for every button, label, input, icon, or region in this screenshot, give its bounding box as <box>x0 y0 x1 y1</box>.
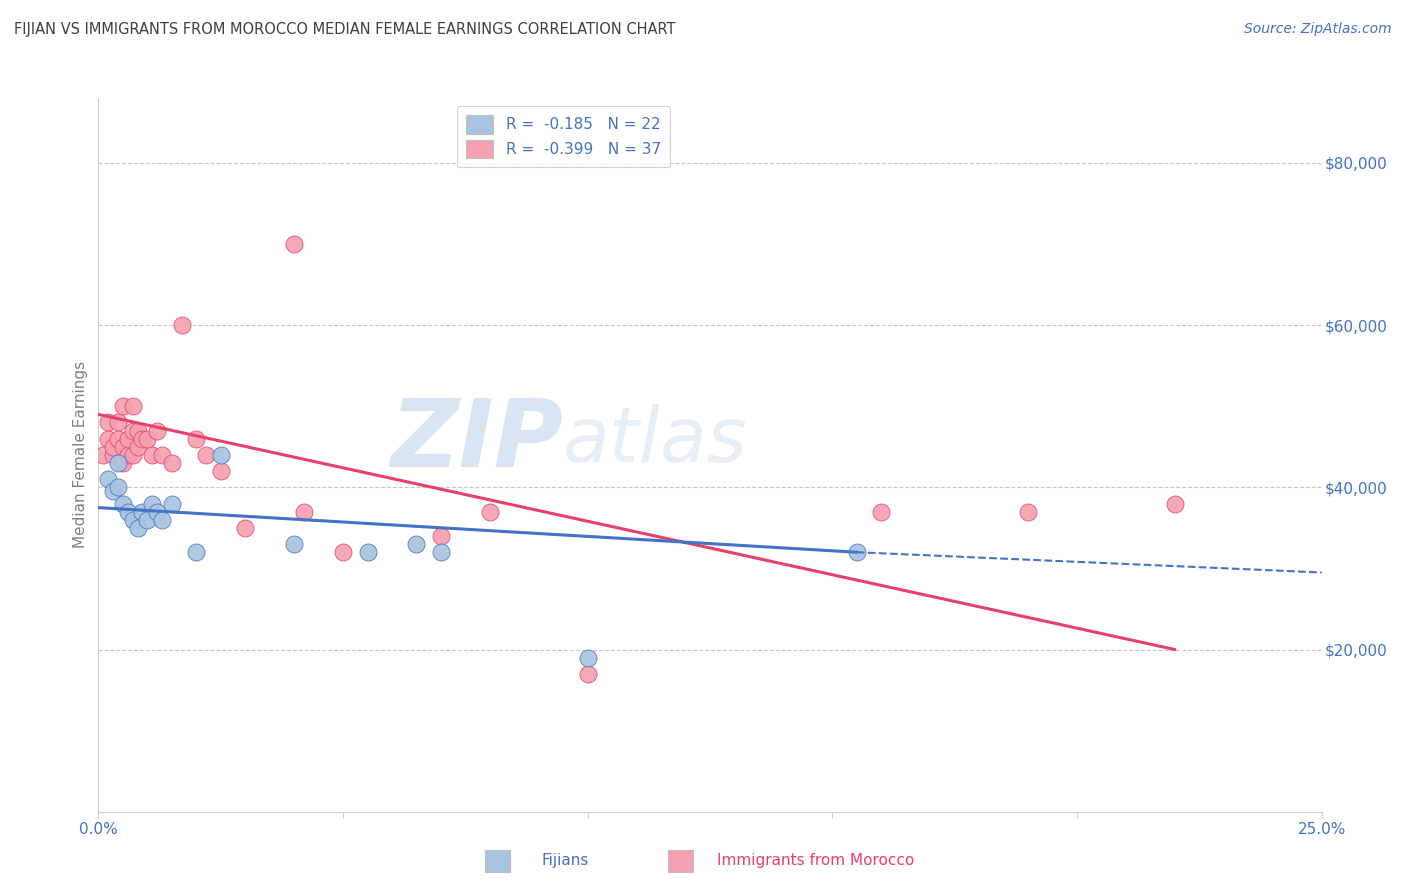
Point <box>121 399 143 413</box>
Point <box>160 497 183 511</box>
Text: Source: ZipAtlas.com: Source: ZipAtlas.com <box>1244 22 1392 37</box>
Point <box>233 521 256 535</box>
Point <box>195 448 218 462</box>
Point <box>1017 505 1039 519</box>
Point <box>107 480 129 494</box>
Point <box>97 432 120 446</box>
Text: Immigrants from Morocco: Immigrants from Morocco <box>717 854 914 868</box>
Point <box>111 440 134 454</box>
Point <box>101 440 124 454</box>
Point <box>478 505 501 519</box>
Point <box>97 416 120 430</box>
Legend: R =  -0.185   N = 22, R =  -0.399   N = 37: R = -0.185 N = 22, R = -0.399 N = 37 <box>457 106 669 168</box>
Point <box>127 440 149 454</box>
Point <box>150 448 173 462</box>
Point <box>430 529 453 543</box>
Point <box>121 513 143 527</box>
Point <box>292 505 315 519</box>
Point <box>121 448 143 462</box>
Point <box>150 513 173 527</box>
Point <box>430 545 453 559</box>
Point <box>576 650 599 665</box>
Text: ZIP: ZIP <box>391 394 564 487</box>
Point <box>111 456 134 470</box>
Point <box>111 399 134 413</box>
Point <box>209 464 232 478</box>
Point <box>146 505 169 519</box>
Point <box>845 545 868 559</box>
Point <box>283 237 305 252</box>
Point <box>117 505 139 519</box>
Point <box>283 537 305 551</box>
Point <box>131 505 153 519</box>
Point <box>136 432 159 446</box>
Y-axis label: Median Female Earnings: Median Female Earnings <box>73 361 89 549</box>
Point <box>101 448 124 462</box>
Point <box>127 424 149 438</box>
Point <box>146 424 169 438</box>
Point <box>405 537 427 551</box>
Point <box>170 318 193 333</box>
Text: atlas: atlas <box>564 404 748 477</box>
Point <box>127 521 149 535</box>
Point <box>870 505 893 519</box>
Point <box>136 513 159 527</box>
Point <box>356 545 378 559</box>
Point <box>131 432 153 446</box>
Point <box>117 432 139 446</box>
Point <box>107 456 129 470</box>
Text: Fijians: Fijians <box>541 854 589 868</box>
Point <box>160 456 183 470</box>
Point <box>117 448 139 462</box>
Point <box>141 448 163 462</box>
Point <box>111 497 134 511</box>
Point <box>91 448 114 462</box>
Point <box>141 497 163 511</box>
Point <box>101 484 124 499</box>
Point <box>186 545 208 559</box>
Point <box>576 666 599 681</box>
Point <box>1164 497 1187 511</box>
Point <box>186 432 208 446</box>
Point <box>332 545 354 559</box>
Point <box>97 472 120 486</box>
Point <box>209 448 232 462</box>
Point <box>107 416 129 430</box>
Point <box>107 432 129 446</box>
Text: FIJIAN VS IMMIGRANTS FROM MOROCCO MEDIAN FEMALE EARNINGS CORRELATION CHART: FIJIAN VS IMMIGRANTS FROM MOROCCO MEDIAN… <box>14 22 675 37</box>
Point <box>121 424 143 438</box>
